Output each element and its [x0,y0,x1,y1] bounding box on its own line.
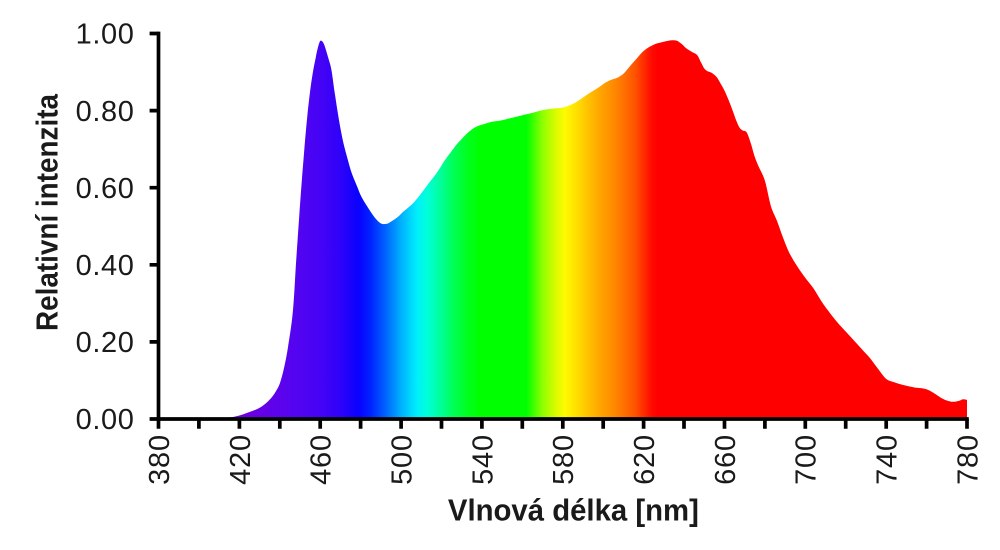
svg-text:660: 660 [710,434,742,485]
svg-text:0.60: 0.60 [76,173,135,205]
svg-text:420: 420 [225,434,257,485]
svg-text:Relativní intenzita: Relativní intenzita [30,93,65,331]
svg-text:460: 460 [306,434,338,485]
svg-text:0.40: 0.40 [76,250,135,282]
svg-text:580: 580 [548,434,580,485]
svg-text:0.80: 0.80 [76,96,135,128]
svg-text:1.00: 1.00 [76,19,135,51]
svg-text:740: 740 [872,434,904,485]
svg-text:780: 780 [952,434,984,485]
svg-text:700: 700 [791,434,823,485]
svg-text:Vlnová délka [nm]: Vlnová délka [nm] [448,493,699,528]
svg-text:500: 500 [386,434,418,485]
svg-text:380: 380 [144,434,176,485]
svg-text:0.00: 0.00 [76,404,135,436]
svg-text:620: 620 [629,434,661,485]
svg-text:0.20: 0.20 [76,327,135,359]
svg-text:540: 540 [467,434,499,485]
